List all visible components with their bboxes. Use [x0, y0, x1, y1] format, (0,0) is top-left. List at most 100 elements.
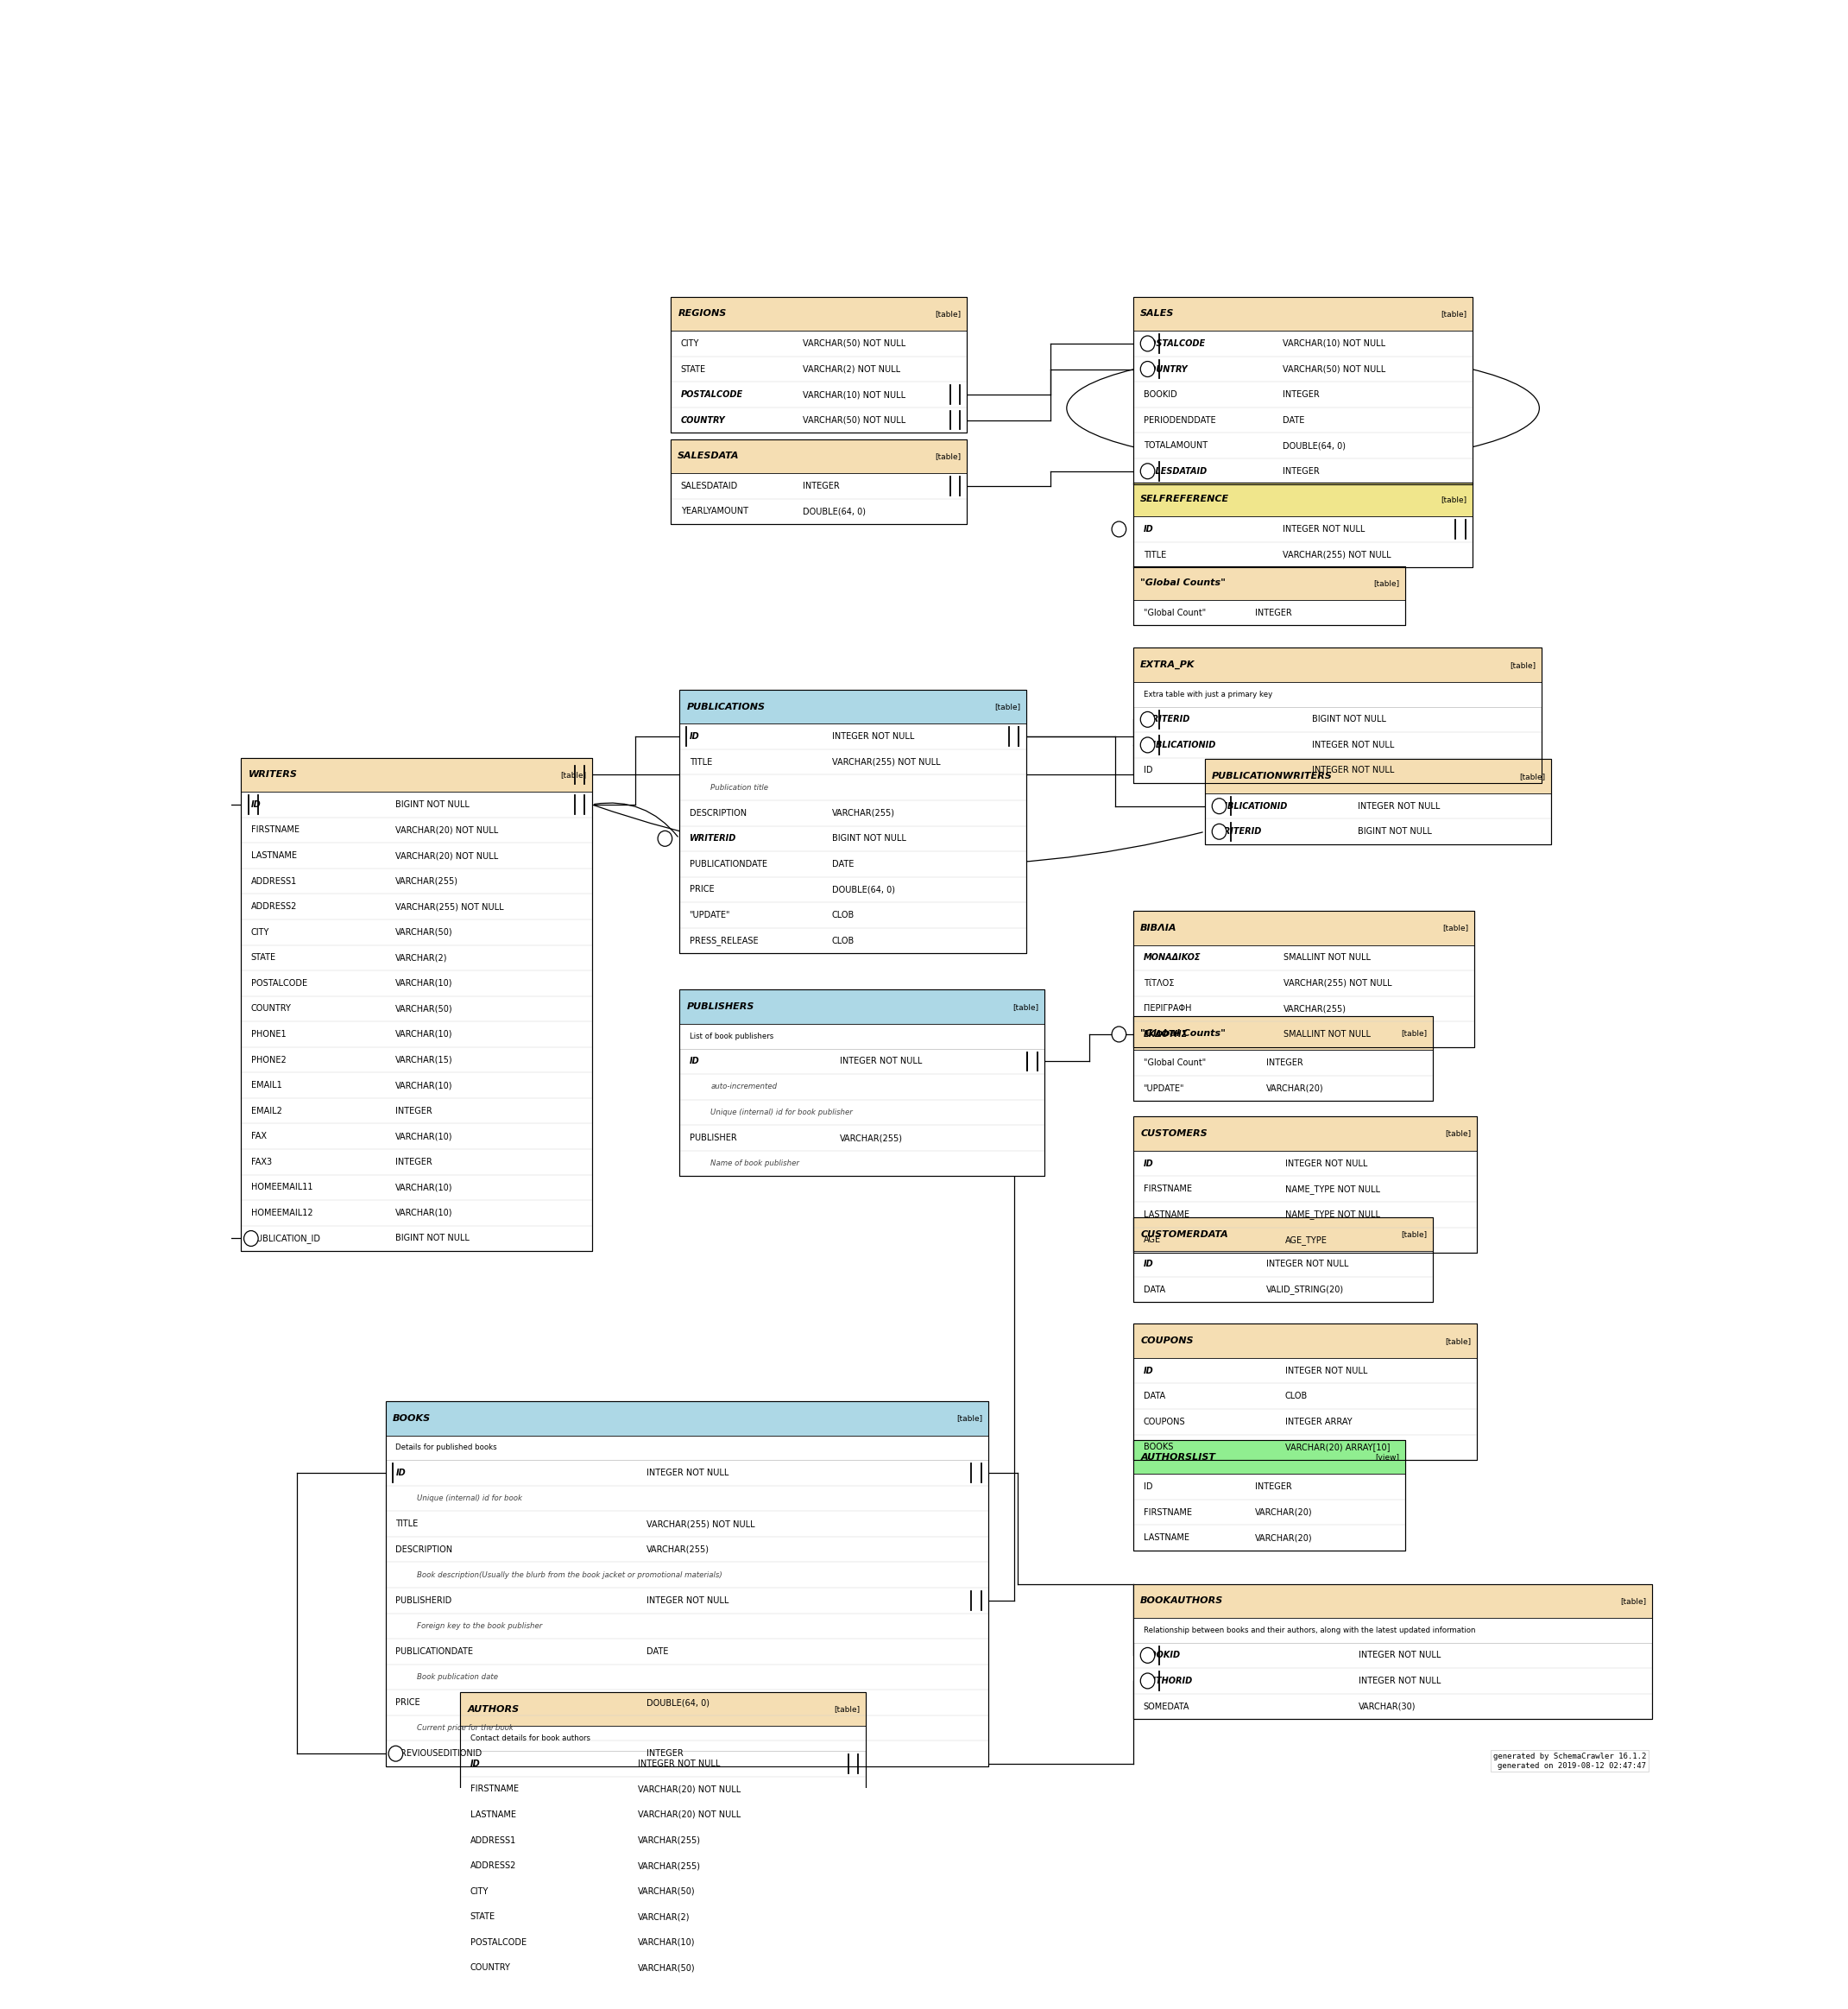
Text: VARCHAR(20): VARCHAR(20): [1266, 1085, 1323, 1093]
Text: INTEGER NOT NULL: INTEGER NOT NULL: [1358, 1651, 1441, 1659]
Text: LASTNAME: LASTNAME: [1144, 1209, 1188, 1219]
Text: INTEGER NOT NULL: INTEGER NOT NULL: [1312, 741, 1393, 749]
Text: BIGINT NOT NULL: BIGINT NOT NULL: [832, 834, 906, 844]
Bar: [1133, 567, 1406, 625]
Text: PUBLICATIONDATE: PUBLICATIONDATE: [689, 860, 767, 868]
Text: ID: ID: [689, 1057, 699, 1065]
Text: [table]: [table]: [1445, 1338, 1471, 1344]
Text: INTEGER NOT NULL: INTEGER NOT NULL: [647, 1469, 728, 1477]
Text: SMALLINT NOT NULL: SMALLINT NOT NULL: [1284, 954, 1371, 962]
Bar: [1133, 1017, 1432, 1051]
Bar: [1133, 297, 1473, 331]
Text: BOOKS: BOOKS: [1144, 1442, 1173, 1453]
Text: VARCHAR(50) NOT NULL: VARCHAR(50) NOT NULL: [802, 340, 906, 348]
Text: REGIONS: REGIONS: [678, 309, 726, 317]
Text: INTEGER: INTEGER: [1255, 609, 1292, 617]
Text: INTEGER: INTEGER: [1283, 466, 1319, 476]
Text: CITY: CITY: [469, 1886, 488, 1896]
Text: PUBLICATION_ID: PUBLICATION_ID: [251, 1234, 320, 1244]
Bar: [386, 1402, 989, 1766]
Bar: [1133, 1440, 1406, 1475]
Text: POSTALCODE: POSTALCODE: [469, 1939, 527, 1947]
Bar: [680, 1025, 1044, 1049]
Text: INTEGER NOT NULL: INTEGER NOT NULL: [638, 1760, 721, 1768]
Bar: [1133, 1117, 1477, 1151]
Text: PUBLICATIONDATE: PUBLICATIONDATE: [395, 1647, 473, 1655]
Bar: [1205, 759, 1552, 844]
Circle shape: [1140, 737, 1155, 753]
Bar: [1133, 1324, 1477, 1461]
Text: ID: ID: [1144, 1260, 1153, 1268]
Text: Publication title: Publication title: [711, 784, 769, 792]
Text: ID: ID: [1144, 765, 1153, 775]
Text: Extra table with just a primary key: Extra table with just a primary key: [1144, 691, 1271, 699]
Text: VARCHAR(10) NOT NULL: VARCHAR(10) NOT NULL: [1283, 340, 1386, 348]
Text: WRITERID: WRITERID: [1144, 715, 1190, 723]
Text: VARCHAR(255) NOT NULL: VARCHAR(255) NOT NULL: [1284, 978, 1392, 988]
Text: [table]: [table]: [1441, 496, 1467, 504]
Text: INTEGER: INTEGER: [802, 482, 839, 490]
Bar: [1133, 1583, 1652, 1720]
Text: AGE: AGE: [1144, 1236, 1161, 1244]
Text: VARCHAR(10): VARCHAR(10): [638, 1939, 695, 1947]
Text: VARCHAR(255) NOT NULL: VARCHAR(255) NOT NULL: [647, 1519, 754, 1529]
Bar: [386, 1402, 989, 1766]
Text: VARCHAR(2): VARCHAR(2): [395, 954, 447, 962]
Text: INTEGER: INTEGER: [395, 1107, 432, 1115]
Text: ID: ID: [1144, 524, 1153, 534]
Text: DATE: DATE: [832, 860, 854, 868]
Text: VARCHAR(2): VARCHAR(2): [638, 1913, 689, 1921]
Text: VARCHAR(10): VARCHAR(10): [395, 978, 453, 988]
Bar: [460, 1692, 865, 1726]
Text: [table]: [table]: [560, 771, 586, 779]
Text: [table]: [table]: [1441, 309, 1467, 317]
Text: VARCHAR(50) NOT NULL: VARCHAR(50) NOT NULL: [802, 416, 906, 424]
Text: INTEGER ARRAY: INTEGER ARRAY: [1284, 1418, 1353, 1426]
Text: VARCHAR(20) NOT NULL: VARCHAR(20) NOT NULL: [638, 1784, 741, 1794]
Text: [table]: [table]: [1401, 1230, 1427, 1238]
Text: Book publication date: Book publication date: [418, 1673, 499, 1682]
Bar: [1133, 1017, 1432, 1101]
Text: ID: ID: [395, 1469, 407, 1477]
Text: INTEGER NOT NULL: INTEGER NOT NULL: [832, 731, 915, 741]
Text: AUTHORSLIST: AUTHORSLIST: [1140, 1453, 1216, 1461]
Text: INTEGER NOT NULL: INTEGER NOT NULL: [1283, 524, 1366, 534]
Text: CLOB: CLOB: [1284, 1392, 1308, 1400]
Circle shape: [658, 832, 673, 846]
Text: TITLE: TITLE: [395, 1519, 418, 1529]
Text: VARCHAR(255): VARCHAR(255): [839, 1133, 904, 1143]
Text: ΤίΤΛΟΣ: ΤίΤΛΟΣ: [1144, 978, 1173, 988]
Bar: [1133, 1217, 1432, 1302]
Circle shape: [388, 1746, 403, 1762]
Bar: [240, 757, 591, 1252]
Text: HOMEEMAIL11: HOMEEMAIL11: [251, 1183, 312, 1191]
Text: [table]: [table]: [1621, 1597, 1647, 1605]
Text: YEARLYAMOUNT: YEARLYAMOUNT: [680, 506, 748, 516]
Text: PERIODENDDATE: PERIODENDDATE: [1144, 416, 1216, 424]
Text: TITLE: TITLE: [689, 757, 711, 765]
Text: PUBLISHERS: PUBLISHERS: [686, 1002, 754, 1011]
Text: COUPONS: COUPONS: [1140, 1336, 1194, 1346]
Circle shape: [1140, 1673, 1155, 1690]
Bar: [1133, 910, 1475, 944]
Text: INTEGER NOT NULL: INTEGER NOT NULL: [1284, 1159, 1368, 1167]
Text: AUTHORS: AUTHORS: [468, 1706, 519, 1714]
Text: auto-incremented: auto-incremented: [711, 1083, 778, 1091]
Text: VARCHAR(10): VARCHAR(10): [395, 1183, 453, 1191]
Circle shape: [1112, 522, 1125, 536]
Text: VARCHAR(10): VARCHAR(10): [395, 1209, 453, 1217]
Text: SOMEDATA: SOMEDATA: [1144, 1702, 1190, 1712]
Bar: [680, 990, 1044, 1025]
Text: BIGINT NOT NULL: BIGINT NOT NULL: [1312, 715, 1386, 723]
Text: INTEGER NOT NULL: INTEGER NOT NULL: [1266, 1260, 1349, 1268]
Text: ID: ID: [689, 731, 699, 741]
Text: WRITERS: WRITERS: [248, 771, 298, 779]
Text: AGE_TYPE: AGE_TYPE: [1284, 1236, 1327, 1246]
Text: Foreign key to the book publisher: Foreign key to the book publisher: [418, 1621, 543, 1629]
Bar: [671, 297, 967, 331]
Text: EMAIL1: EMAIL1: [251, 1081, 283, 1089]
Text: CLOB: CLOB: [832, 910, 854, 920]
Text: FIRSTNAME: FIRSTNAME: [1144, 1509, 1192, 1517]
Text: Contact details for book authors: Contact details for book authors: [469, 1734, 590, 1742]
Text: EMAIL2: EMAIL2: [251, 1107, 283, 1115]
